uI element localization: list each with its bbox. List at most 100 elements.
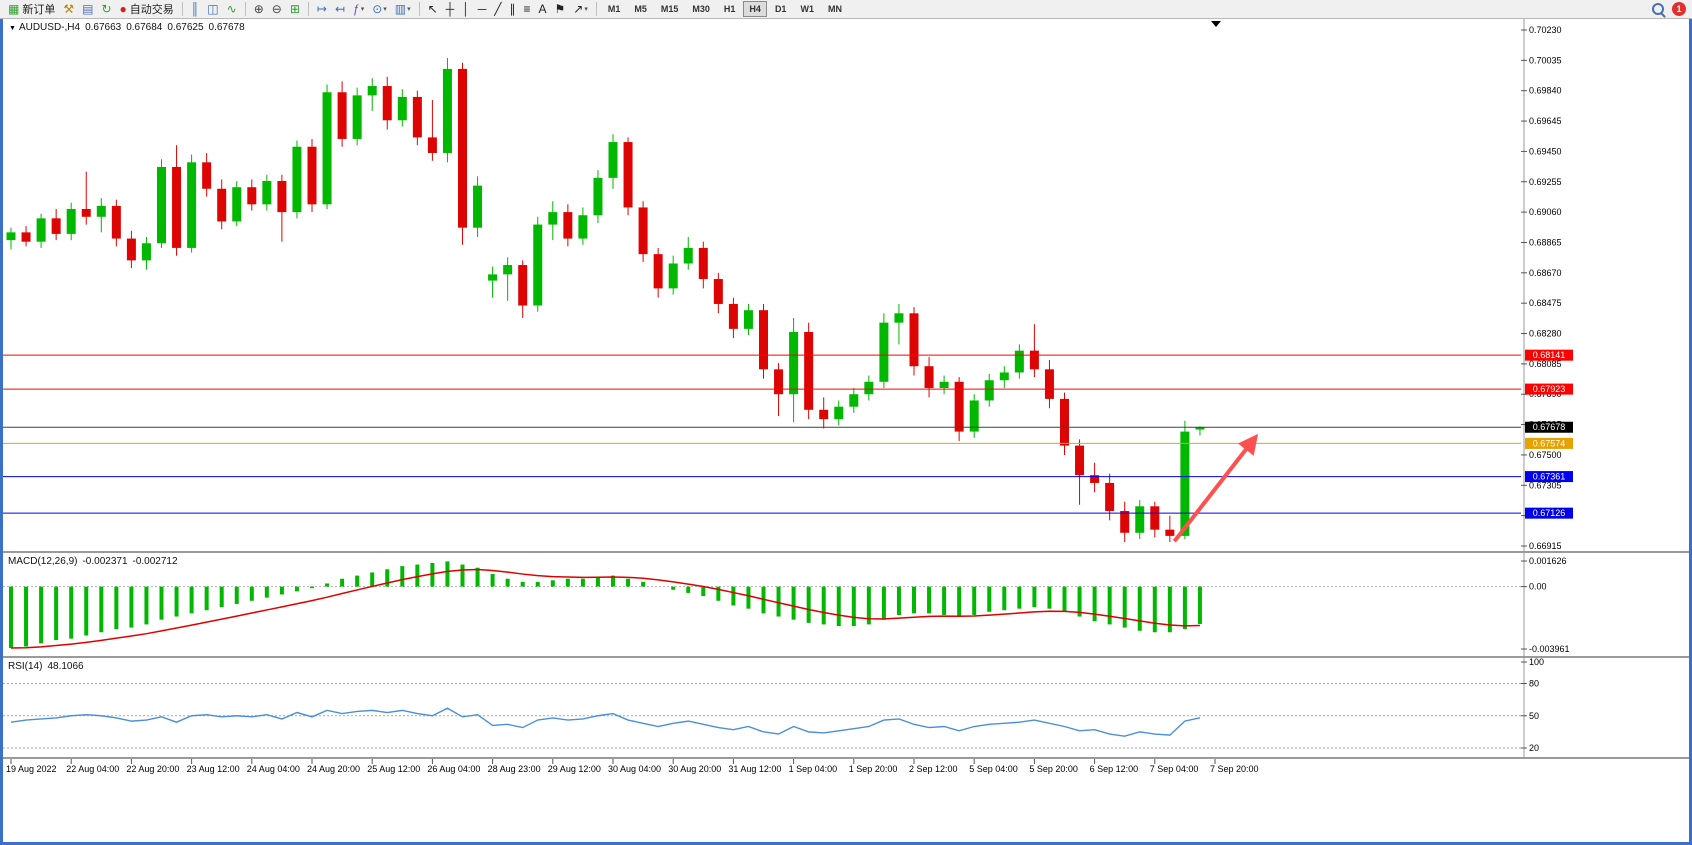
chart-bars-button[interactable]: ║ (187, 0, 204, 19)
templates-icon: ▥ (394, 1, 407, 16)
grid-button[interactable]: ⊞ (286, 0, 304, 19)
chevron-down-icon: ▾ (360, 6, 365, 13)
chart-shift-icon: ↤ (334, 1, 345, 16)
chevron-down-icon: ▾ (407, 6, 411, 13)
svg-text:80: 80 (1529, 679, 1539, 689)
timeframe-h1[interactable]: H1 (723, 4, 736, 14)
svg-text:0.69645: 0.69645 (1529, 116, 1562, 126)
macd-value-main: -0.002371 (82, 556, 128, 567)
channel-button[interactable]: ∥ (505, 0, 519, 19)
chevron-down-icon: ▾ (383, 6, 387, 13)
pane-separator-rsi-time[interactable] (3, 757, 1689, 759)
label-button[interactable]: ⚑ (551, 0, 570, 19)
fibonacci-button[interactable]: ≡ (519, 0, 534, 19)
toolbar-separator (418, 2, 420, 16)
fibonacci-icon: ≡ (523, 1, 531, 16)
svg-text:31 Aug 12:00: 31 Aug 12:00 (728, 764, 781, 774)
svg-text:0.69840: 0.69840 (1529, 86, 1562, 96)
templates-button[interactable]: ▥ ▾ (391, 0, 415, 19)
svg-text:0.68085: 0.68085 (1529, 359, 1562, 369)
svg-text:0.68670: 0.68670 (1529, 268, 1562, 278)
chart-shift-button[interactable]: ↤ (331, 0, 349, 19)
periods-button[interactable]: ⊙ ▾ (368, 0, 391, 19)
autotrade-button[interactable]: ● 自动交易 (116, 0, 178, 19)
indicators-button[interactable]: ƒ ▾ (349, 0, 368, 19)
refresh-button[interactable]: ↻ (97, 0, 115, 19)
rsi-line (10, 707, 1201, 737)
ohlc-high: 0.67684 (126, 22, 163, 33)
chart-candles-button[interactable]: ◫ (203, 0, 222, 19)
svg-text:29 Aug 12:00: 29 Aug 12:00 (548, 764, 601, 774)
timeframe-h4[interactable]: H4 (743, 1, 767, 17)
timeframe-d1[interactable]: D1 (774, 4, 787, 14)
zoom-in-button[interactable]: ⊕ (250, 0, 268, 19)
chart-line-button[interactable]: ∿ (223, 0, 241, 19)
svg-text:0.001626: 0.001626 (1529, 556, 1567, 566)
horizontal-line-button[interactable]: ─ (474, 0, 491, 19)
rsi-value: 48.1066 (47, 661, 84, 672)
svg-text:19 Aug 2022: 19 Aug 2022 (6, 764, 57, 774)
macd-value-signal: -0.002712 (132, 556, 178, 567)
vertical-line-icon: │ (462, 1, 470, 16)
toolbar-separator (307, 2, 309, 16)
trendline-button[interactable]: ╱ (490, 0, 505, 19)
text-button[interactable]: A (534, 0, 550, 19)
new-order-button[interactable]: ▦ 新订单 (4, 0, 59, 19)
cursor-button[interactable]: ↖ (424, 0, 442, 19)
channel-icon: ∥ (509, 1, 516, 16)
svg-text:-0.003961: -0.003961 (1529, 644, 1570, 654)
timeframe-m15[interactable]: M15 (660, 4, 679, 14)
text-icon: A (538, 1, 547, 16)
ohlc-low: 0.67625 (167, 22, 204, 33)
timeframe-mn[interactable]: MN (827, 4, 842, 14)
trendline-icon: ╱ (494, 1, 502, 16)
toolbar-buttons: ▦ 新订单 ⚒ ▤ ↻ ● 自动交易 ║ ◫ ∿ ⊕ ⊖ ⊞ ↦ ↤ ƒ ▾ ⊙ ▾ ▥ ▾ ↖ ┼ │ ─ ╱ ∥ ≡ A ⚑ ↗ ▾ (4, 0, 592, 18)
price-axis[interactable]: 0.70230 0.70035 0.69840 0.69645 0.69450 0.692… (1521, 25, 1570, 753)
crosshair-button[interactable]: ┼ (442, 0, 459, 19)
chart-line-icon: ∿ (226, 1, 237, 16)
timeframe-m5[interactable]: M5 (634, 4, 647, 14)
svg-text:1 Sep 20:00: 1 Sep 20:00 (849, 764, 898, 774)
zoom-in-icon: ⊕ (253, 1, 264, 16)
one-click-trading-toggle[interactable]: ▼ (9, 25, 16, 32)
search-icon[interactable] (1652, 3, 1664, 15)
svg-text:2 Sep 12:00: 2 Sep 12:00 (909, 764, 958, 774)
toolbar-separator (244, 2, 246, 16)
autotrade-icon: ● (119, 1, 127, 16)
chart-shift-marker[interactable] (1211, 21, 1221, 27)
chart-canvas[interactable]: 0.70230 0.70035 0.69840 0.69645 0.69450 0.692… (3, 19, 1689, 841)
svg-text:24 Aug 20:00: 24 Aug 20:00 (307, 764, 360, 774)
toolbar-right: 1 (1652, 2, 1688, 16)
svg-text:0.00: 0.00 (1529, 582, 1547, 592)
svg-text:23 Aug 12:00: 23 Aug 12:00 (187, 764, 240, 774)
timeframe-m30[interactable]: M30 (692, 4, 710, 14)
svg-text:100: 100 (1529, 657, 1544, 667)
autotrade-button-label: 自动交易 (129, 4, 174, 16)
vertical-line-button[interactable]: │ (458, 0, 474, 19)
market-watch-button[interactable]: ▤ (78, 0, 97, 19)
svg-text:6 Sep 12:00: 6 Sep 12:00 (1090, 764, 1139, 774)
svg-text:0.70035: 0.70035 (1529, 55, 1562, 65)
auto-scroll-button[interactable]: ↦ (313, 0, 331, 19)
trend-arrow-annotation[interactable] (1172, 433, 1259, 543)
expert-advisors-button[interactable]: ⚒ (59, 0, 78, 19)
zoom-out-button[interactable]: ⊖ (268, 0, 286, 19)
svg-text:0.69450: 0.69450 (1529, 146, 1562, 156)
macd-name: MACD(12,26,9) (8, 556, 78, 567)
chevron-down-icon: ▾ (584, 6, 588, 13)
svg-text:25 Aug 12:00: 25 Aug 12:00 (367, 764, 420, 774)
svg-text:22 Aug 04:00: 22 Aug 04:00 (66, 764, 119, 774)
svg-text:28 Aug 23:00: 28 Aug 23:00 (488, 764, 541, 774)
arrows-button[interactable]: ↗ ▾ (569, 0, 592, 19)
notification-badge[interactable]: 1 (1672, 2, 1686, 16)
svg-text:0.68865: 0.68865 (1529, 237, 1562, 247)
macd-histogram (9, 561, 1202, 649)
time-axis[interactable]: 19 Aug 2022 22 Aug 04:00 22 Aug 20:00 23 Au… (6, 759, 1259, 774)
new-order-button-label: 新订单 (22, 4, 56, 16)
svg-text:0.68475: 0.68475 (1529, 298, 1562, 308)
pane-separator-main-macd[interactable] (3, 551, 1689, 553)
timeframe-m1[interactable]: M1 (607, 4, 621, 14)
pane-separator-macd-rsi[interactable] (3, 656, 1689, 658)
macd-label: MACD(12,26,9) -0.002371 -0.002712 (8, 556, 183, 567)
timeframe-w1[interactable]: W1 (800, 4, 814, 14)
